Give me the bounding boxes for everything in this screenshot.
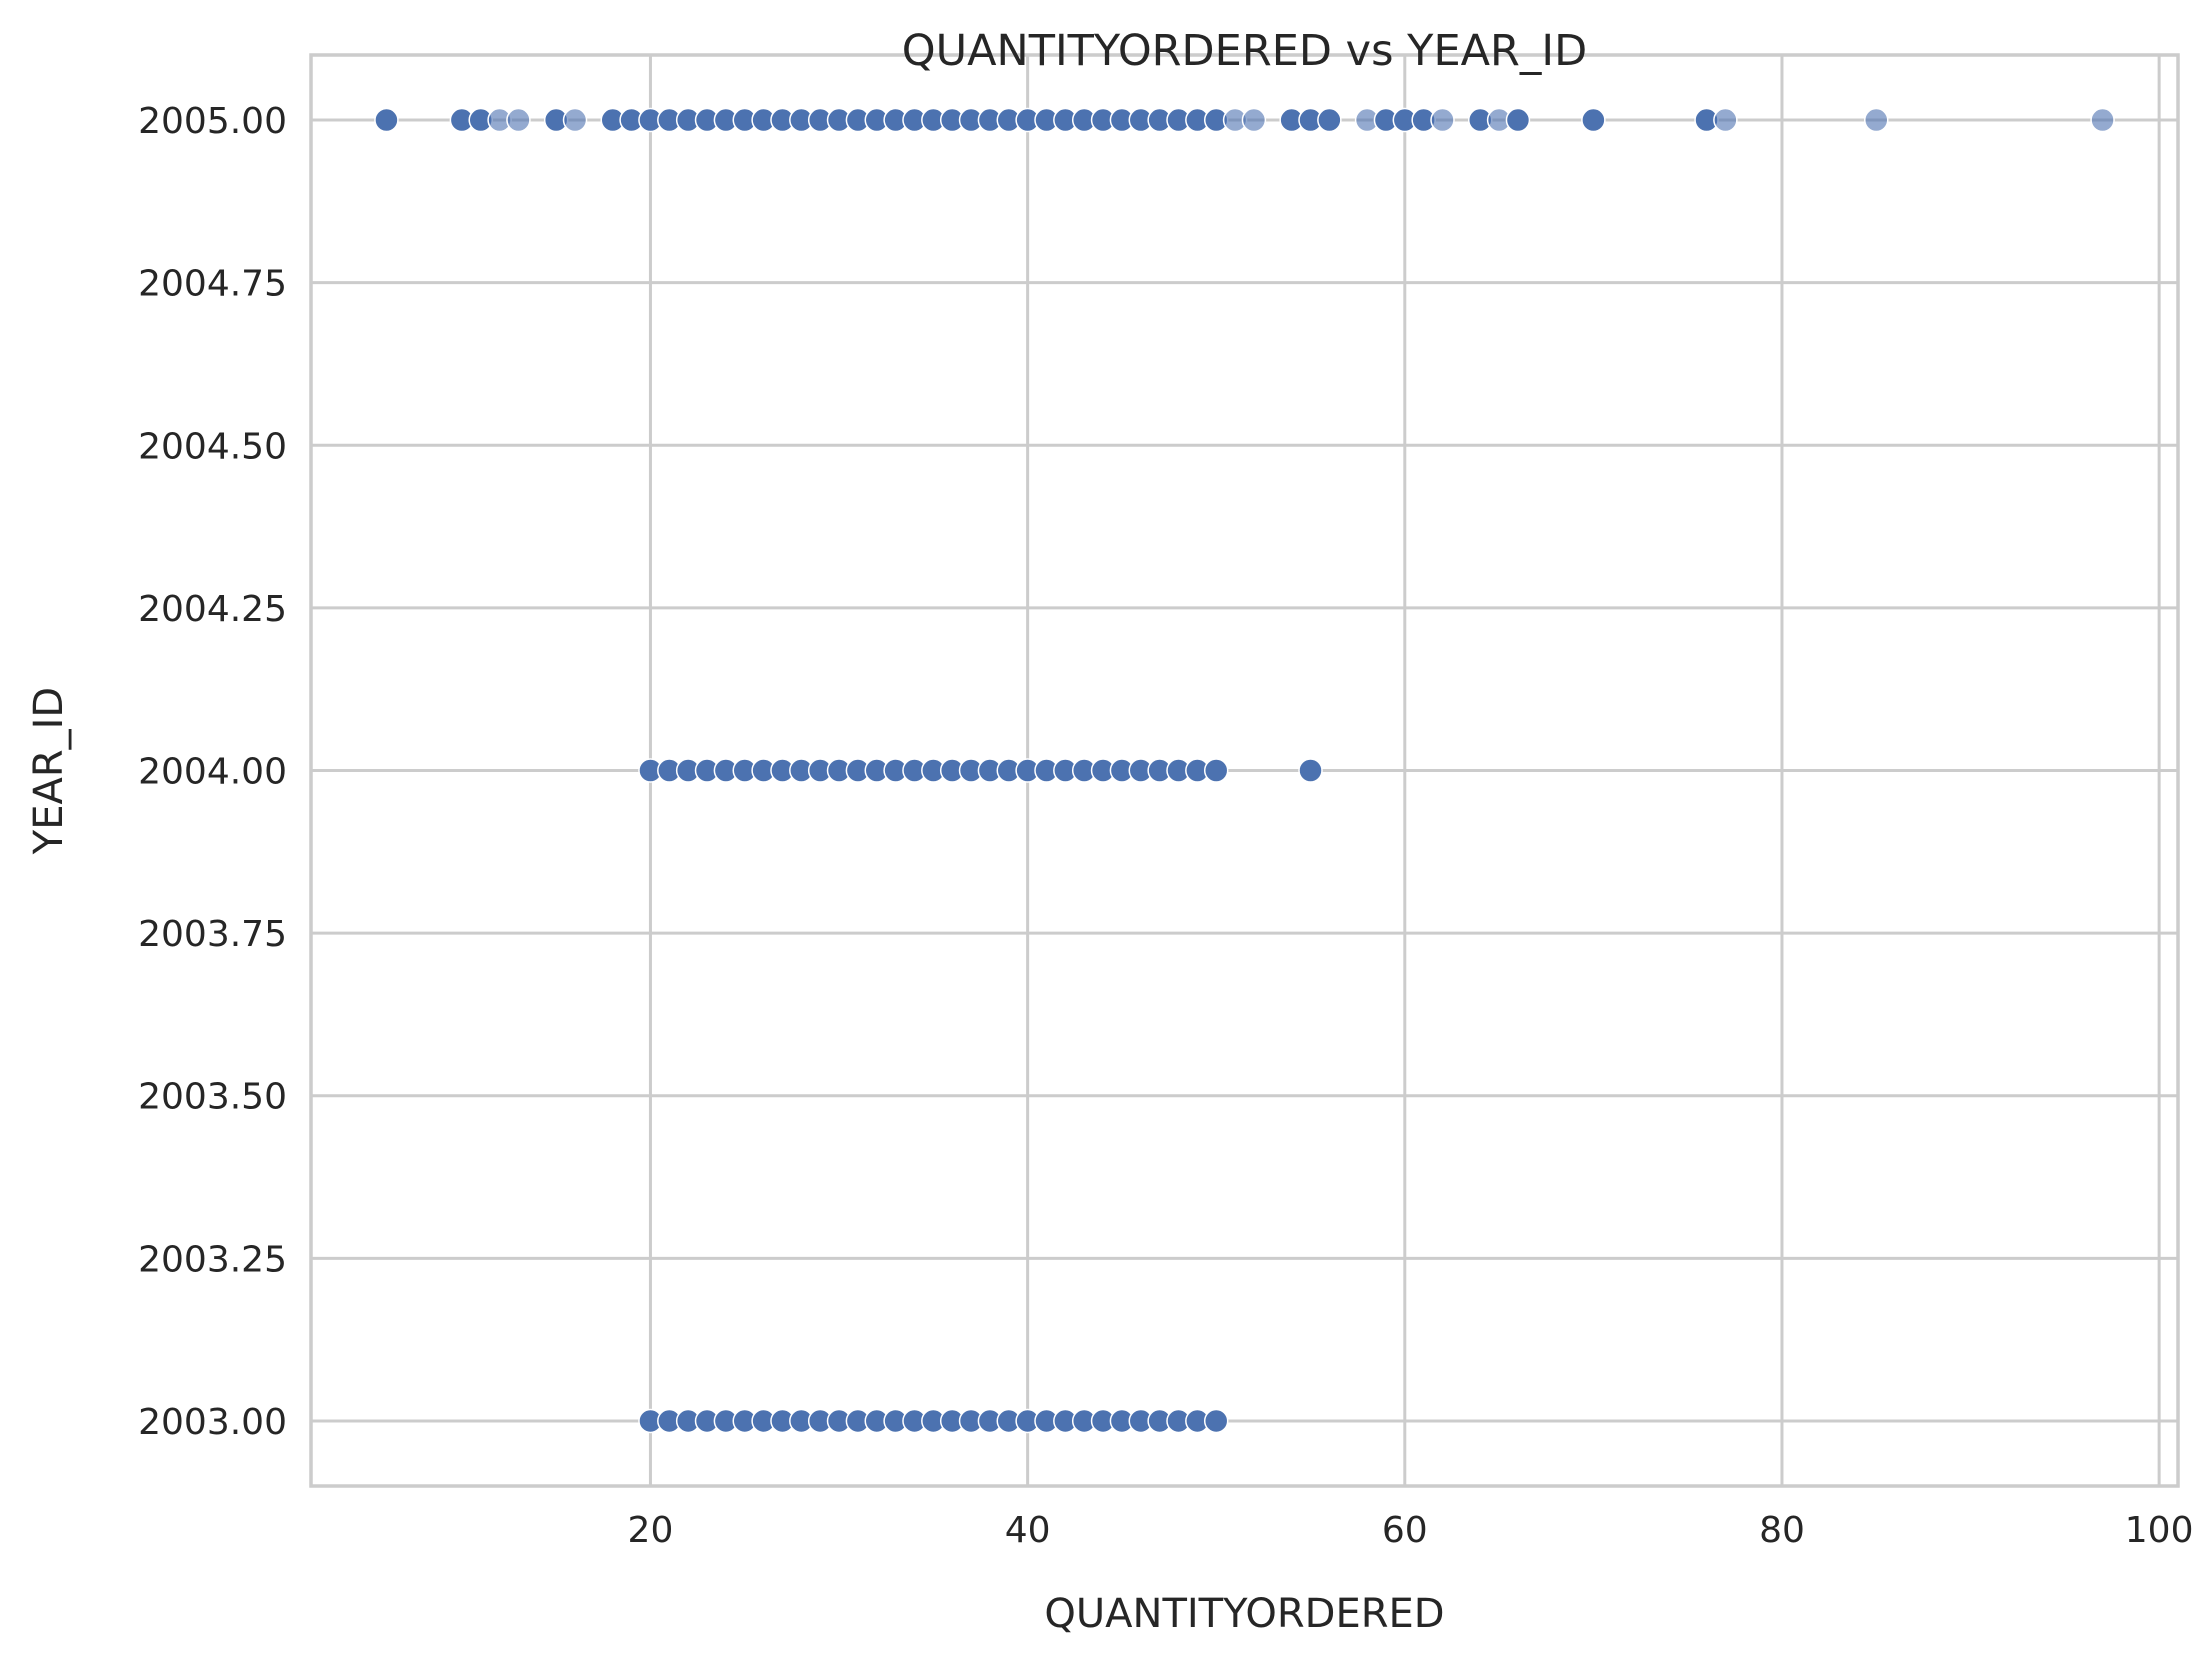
- data-point: [1864, 107, 1889, 133]
- y-tick-label: 2003.25: [138, 1239, 287, 1280]
- x-tick-label: 100: [2125, 1510, 2194, 1551]
- data-point: [1203, 1408, 1229, 1434]
- data-point: [1241, 107, 1267, 133]
- x-tick-label: 40: [1005, 1510, 1051, 1551]
- x-tick-label: 20: [628, 1510, 674, 1551]
- y-tick-label: 2004.25: [138, 589, 287, 630]
- data-point: [1581, 107, 1606, 133]
- data-point: [1505, 107, 1531, 133]
- y-tick-label: 2003.00: [138, 1402, 287, 1443]
- x-tick-label: 80: [1759, 1510, 1805, 1551]
- y-tick-label: 2003.75: [138, 914, 287, 955]
- y-tick-label: 2004.75: [138, 264, 287, 305]
- grid: [311, 55, 2178, 1486]
- data-point: [374, 107, 399, 133]
- chart-title: QUANTITYORDERED vs YEAR_ID: [902, 26, 1587, 76]
- data-point: [2090, 107, 2115, 133]
- data-point: [1713, 107, 1738, 133]
- y-tick-label: 2003.50: [138, 1077, 287, 1118]
- data-point: [1203, 758, 1229, 783]
- data-points: [374, 107, 2115, 1434]
- y-axis-ticks: 2003.00 2003.25 2003.50 2003.75 2004.00 2004.…: [138, 101, 287, 1443]
- data-point: [1430, 107, 1455, 133]
- y-axis-label: YEAR_ID: [26, 687, 72, 855]
- y-tick-label: 2005.00: [138, 101, 287, 142]
- x-tick-label: 60: [1382, 1510, 1428, 1551]
- x-axis-ticks: 20 40 60 80 100: [628, 1510, 2194, 1551]
- plot-frame: [309, 53, 2180, 1488]
- data-point: [1298, 758, 1323, 783]
- y-tick-label: 2004.00: [138, 752, 287, 793]
- data-point: [1317, 107, 1342, 133]
- y-tick-label: 2004.50: [138, 426, 287, 467]
- data-point: [506, 107, 531, 133]
- data-point: [562, 107, 588, 133]
- x-axis-label: QUANTITYORDERED: [1044, 1591, 1444, 1637]
